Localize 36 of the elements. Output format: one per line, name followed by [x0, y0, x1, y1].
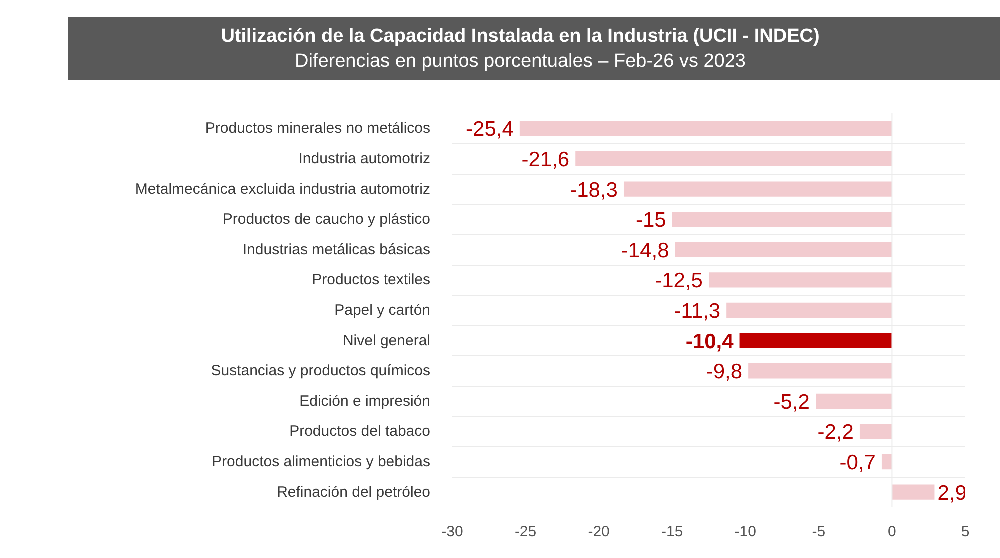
- y-tick-label: Productos del tabaco: [290, 423, 431, 440]
- data-label: -2,2: [818, 421, 854, 444]
- y-tick-label: Papel y cartón: [334, 302, 430, 319]
- data-label: -25,4: [466, 118, 514, 142]
- data-label: -11,3: [674, 300, 721, 323]
- y-tick-label: Industrias metálicas básicas: [242, 241, 431, 258]
- x-tick-label: 0: [888, 524, 896, 540]
- data-label: -10,4: [686, 330, 734, 354]
- data-label: -18,3: [570, 178, 618, 202]
- x-tick-label: 5: [961, 524, 970, 540]
- y-tick-label: Refinación del petróleo: [277, 484, 430, 501]
- x-tick-label: -5: [812, 524, 826, 540]
- y-tick-label: Metalmecánica excluida industria automotriz: [135, 180, 431, 198]
- data-label: -5,2: [774, 390, 810, 414]
- data-label: -14,8: [621, 239, 670, 262]
- y-tick-label: Productos minerales no metálicos: [205, 120, 431, 138]
- y-tick-label: Productos alimenticios y bebidas: [212, 454, 431, 471]
- x-tick-label: -15: [662, 524, 684, 540]
- x-tick-label: -20: [588, 524, 610, 540]
- x-tick-label: -10: [734, 524, 756, 540]
- y-tick-label: Productos textiles: [312, 272, 430, 289]
- chart-title: Utilización de la Capacidad Instalada en la Industria (UCII - INDEC): [221, 26, 820, 47]
- data-label: 2,9: [938, 482, 967, 505]
- chart-subtitle: Diferencias en puntos porcentuales – Feb-26 vs 2023: [295, 51, 746, 72]
- y-tick-label: Industria automotriz: [298, 150, 431, 168]
- y-tick-label: Edición e impresión: [300, 392, 431, 410]
- data-label: -15: [636, 209, 666, 232]
- data-label: -21,6: [522, 148, 570, 172]
- y-tick-label: Nivel general: [342, 332, 430, 350]
- data-label: -0,7: [840, 452, 876, 475]
- x-tick-label: -25: [514, 524, 537, 540]
- data-label: -12,5: [655, 270, 704, 293]
- data-label: -9,8: [706, 360, 743, 384]
- y-tick-label: Productos de caucho y plástico: [222, 211, 431, 228]
- x-tick-label: -30: [442, 524, 464, 540]
- y-tick-label: Sustancias y productos químicos: [211, 362, 431, 380]
